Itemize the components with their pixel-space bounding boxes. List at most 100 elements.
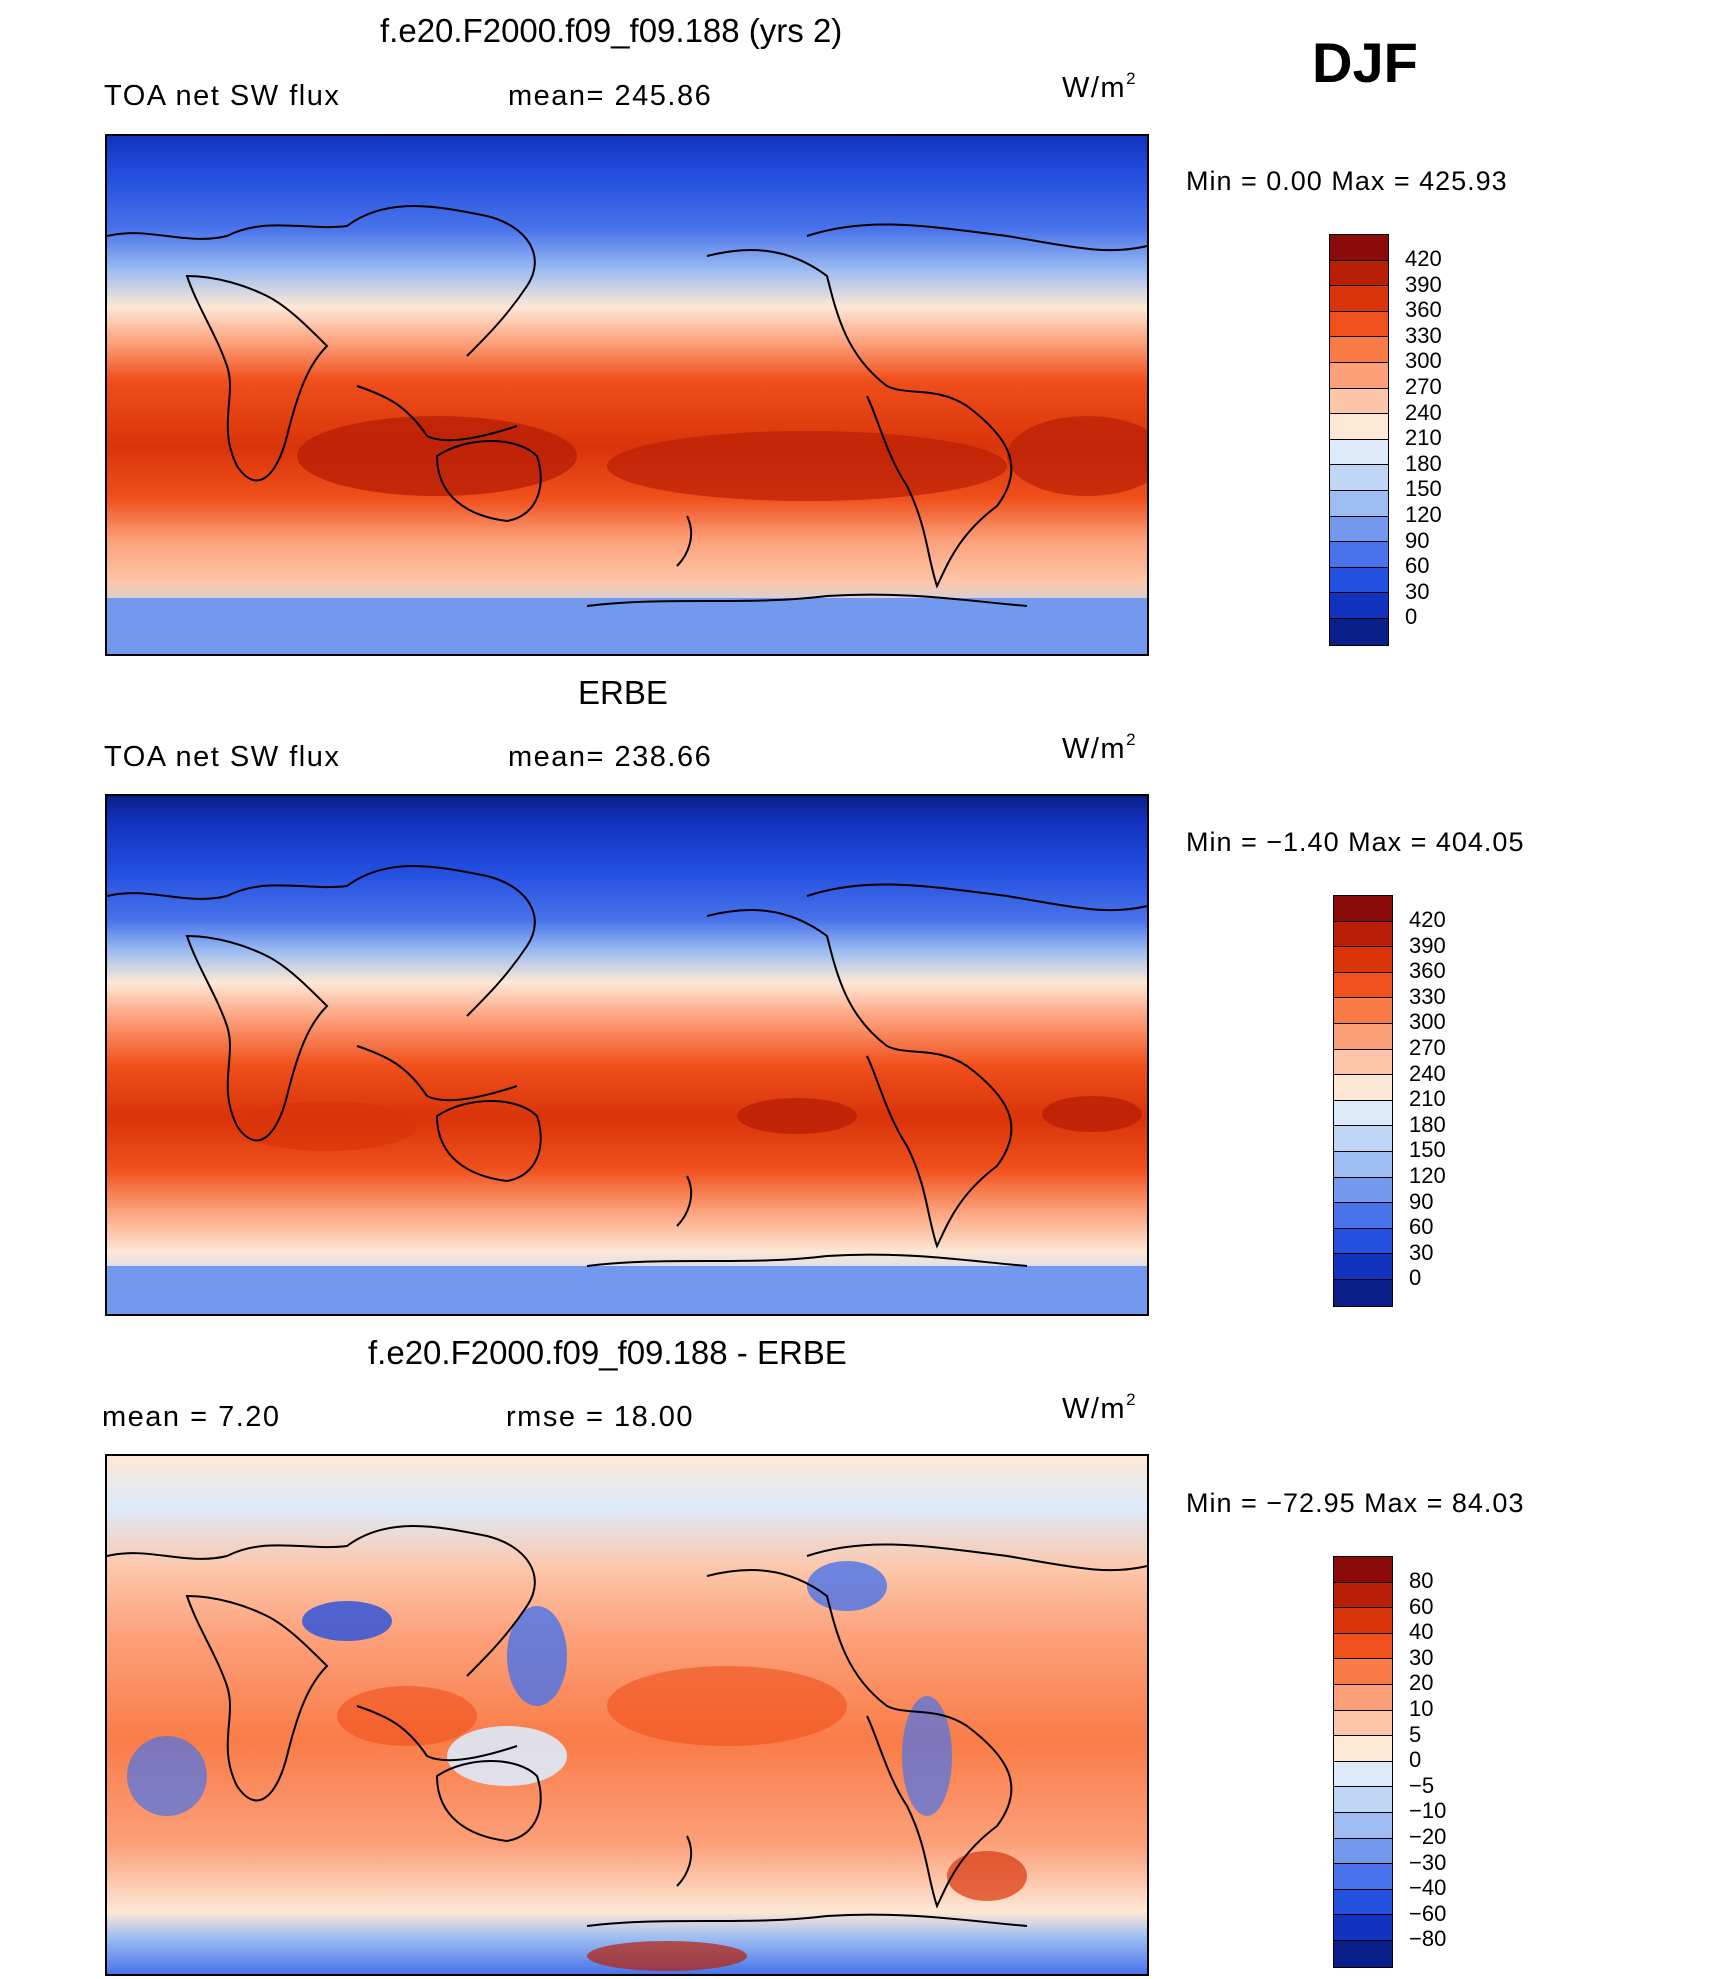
colorbar-tick-label: 240: [1409, 1060, 1446, 1086]
panel2-colorbar-swatch: [1334, 972, 1392, 999]
panel1-colorbar-swatch: [1330, 542, 1388, 568]
panel1-colorbar-swatch: [1330, 235, 1388, 261]
colorbar-tick-label: 80: [1409, 1568, 1434, 1593]
panel1-colorbar-swatch: [1330, 618, 1388, 645]
panel1-colorbar-swatch: [1330, 567, 1388, 594]
panel3-colorbar-swatch: [1334, 1940, 1392, 1967]
panel1-map-graphic: [107, 136, 1147, 654]
colorbar-tick-label: 60: [1409, 1214, 1434, 1240]
panel2-colorbar-swatch: [1334, 1075, 1392, 1101]
panel2-colorbar-swatch: [1334, 947, 1392, 973]
panel3-colorbar-swatch: [1334, 1787, 1392, 1813]
colorbar-tick-label: 10: [1409, 1696, 1434, 1721]
colorbar-tick-label: 210: [1409, 1086, 1446, 1112]
colorbar-tick-label: −5: [1409, 1772, 1435, 1798]
colorbar-tick-label: 0: [1409, 1265, 1422, 1291]
panel3-colorbar-swatch: [1334, 1761, 1392, 1788]
colorbar-tick-label: 60: [1405, 553, 1430, 579]
colorbar-tick-label: −20: [1409, 1824, 1447, 1849]
panel3-colorbar-swatch: [1334, 1557, 1392, 1583]
panel1-colorbar-swatch: [1330, 362, 1388, 389]
panel2-map-graphic: [107, 796, 1147, 1314]
colorbar-tick-label: 120: [1409, 1163, 1446, 1188]
panel1-colorbar-swatch: [1330, 311, 1388, 338]
colorbar-tick-label: 270: [1405, 374, 1442, 399]
panel2-variable-label: TOA net SW flux: [104, 741, 341, 773]
panel1-colorbar-swatch: [1330, 439, 1388, 466]
panel2-colorbar-swatch: [1334, 1126, 1392, 1152]
panel2-colorbar-swatch: [1334, 921, 1392, 948]
colorbar-tick-label: 270: [1409, 1035, 1446, 1060]
panel3-title: f.e20.F2000.f09_f09.188 - ERBE: [368, 1334, 847, 1371]
panel1-units: W/m2: [1062, 69, 1138, 104]
panel1-colorbar-swatch: [1330, 593, 1388, 619]
colorbar-tick-label: 180: [1405, 450, 1442, 476]
panel3-colorbar-swatch: [1334, 1659, 1392, 1685]
panel2-colorbar-swatch: [1334, 1203, 1392, 1229]
panel1-title: f.e20.F2000.f09_f09.188 (yrs 2): [380, 12, 843, 49]
colorbar-tick-label: 30: [1409, 1644, 1434, 1670]
colorbar-tick-label: 5: [1409, 1721, 1422, 1747]
colorbar-tick-label: 0: [1405, 604, 1418, 630]
panel2-colorbar-swatch: [1334, 998, 1392, 1024]
panel1-colorbar: [1329, 234, 1389, 646]
panel1-colorbar-swatch: [1330, 516, 1388, 543]
colorbar-tick-label: 120: [1405, 502, 1442, 527]
panel1-map: [105, 134, 1149, 656]
panel3-map-graphic: [107, 1456, 1147, 1974]
panel2-mean-label: mean= 238.66: [508, 741, 713, 773]
colorbar-tick-label: −10: [1409, 1798, 1447, 1824]
panel1-mean-label: mean= 245.86: [508, 80, 713, 112]
panel3-minmax: Min = −72.95 Max = 84.03: [1186, 1488, 1525, 1518]
panel2-units: W/m2: [1062, 730, 1138, 765]
panel3-map: [105, 1454, 1149, 1976]
panel2-colorbar-swatch: [1334, 1049, 1392, 1076]
colorbar-tick-label: −60: [1409, 1900, 1447, 1926]
panel3-colorbar-swatch: [1334, 1864, 1392, 1890]
panel1-colorbar-swatch: [1330, 260, 1388, 287]
colorbar-tick-label: 40: [1409, 1619, 1434, 1645]
colorbar-tick-label: 300: [1405, 348, 1442, 374]
panel2-colorbar-swatch: [1334, 1023, 1392, 1050]
panel3-mean-label: mean = 7.20: [102, 1401, 281, 1433]
colorbar-tick-label: −40: [1409, 1875, 1447, 1901]
colorbar-tick-label: 240: [1405, 399, 1442, 425]
colorbar-tick-label: 60: [1409, 1593, 1434, 1619]
panel2-title: ERBE: [578, 674, 668, 711]
colorbar-tick-label: 360: [1405, 297, 1442, 323]
panel2-minmax: Min = −1.40 Max = 404.05: [1186, 827, 1525, 857]
panel3-colorbar-swatch: [1334, 1608, 1392, 1634]
colorbar-tick-label: 90: [1409, 1188, 1434, 1214]
panel2-colorbar-swatch: [1334, 1228, 1392, 1255]
colorbar-tick-label: 30: [1409, 1239, 1434, 1265]
panel1-colorbar-swatch: [1330, 388, 1388, 415]
panel3-colorbar-swatch: [1334, 1915, 1392, 1941]
colorbar-tick-label: 330: [1409, 983, 1446, 1009]
panel2-colorbar-swatch: [1334, 1100, 1392, 1127]
panel1-colorbar-swatch: [1330, 490, 1388, 517]
panel1-variable-label: TOA net SW flux: [104, 80, 341, 112]
colorbar-tick-label: −80: [1409, 1926, 1447, 1952]
panel3-colorbar-swatch: [1334, 1736, 1392, 1762]
panel3-rmse-label: rmse = 18.00: [506, 1401, 695, 1433]
colorbar-tick-label: 420: [1409, 907, 1446, 932]
panel1-colorbar-swatch: [1330, 414, 1388, 440]
colorbar-tick-label: 150: [1409, 1137, 1446, 1163]
panel3-colorbar-swatch: [1334, 1812, 1392, 1839]
colorbar-tick-label: 420: [1405, 246, 1442, 271]
panel3-units: W/m2: [1062, 1390, 1138, 1425]
colorbar-tick-label: 360: [1409, 958, 1446, 984]
panel2-colorbar: [1333, 895, 1393, 1307]
panel2-colorbar-swatch: [1334, 1151, 1392, 1178]
colorbar-tick-label: 20: [1409, 1670, 1434, 1696]
colorbar-tick-label: 390: [1405, 271, 1442, 297]
panel3-colorbar-swatch: [1334, 1684, 1392, 1711]
season-label: DJF: [1312, 31, 1418, 94]
panel1-colorbar-swatch: [1330, 286, 1388, 312]
colorbar-tick-label: 210: [1405, 425, 1442, 451]
panel3-colorbar: [1333, 1556, 1393, 1968]
panel2-colorbar-swatch: [1334, 1254, 1392, 1280]
colorbar-tick-label: −30: [1409, 1849, 1447, 1875]
panel3-colorbar-swatch: [1334, 1633, 1392, 1660]
panel2-map: [105, 794, 1149, 1316]
